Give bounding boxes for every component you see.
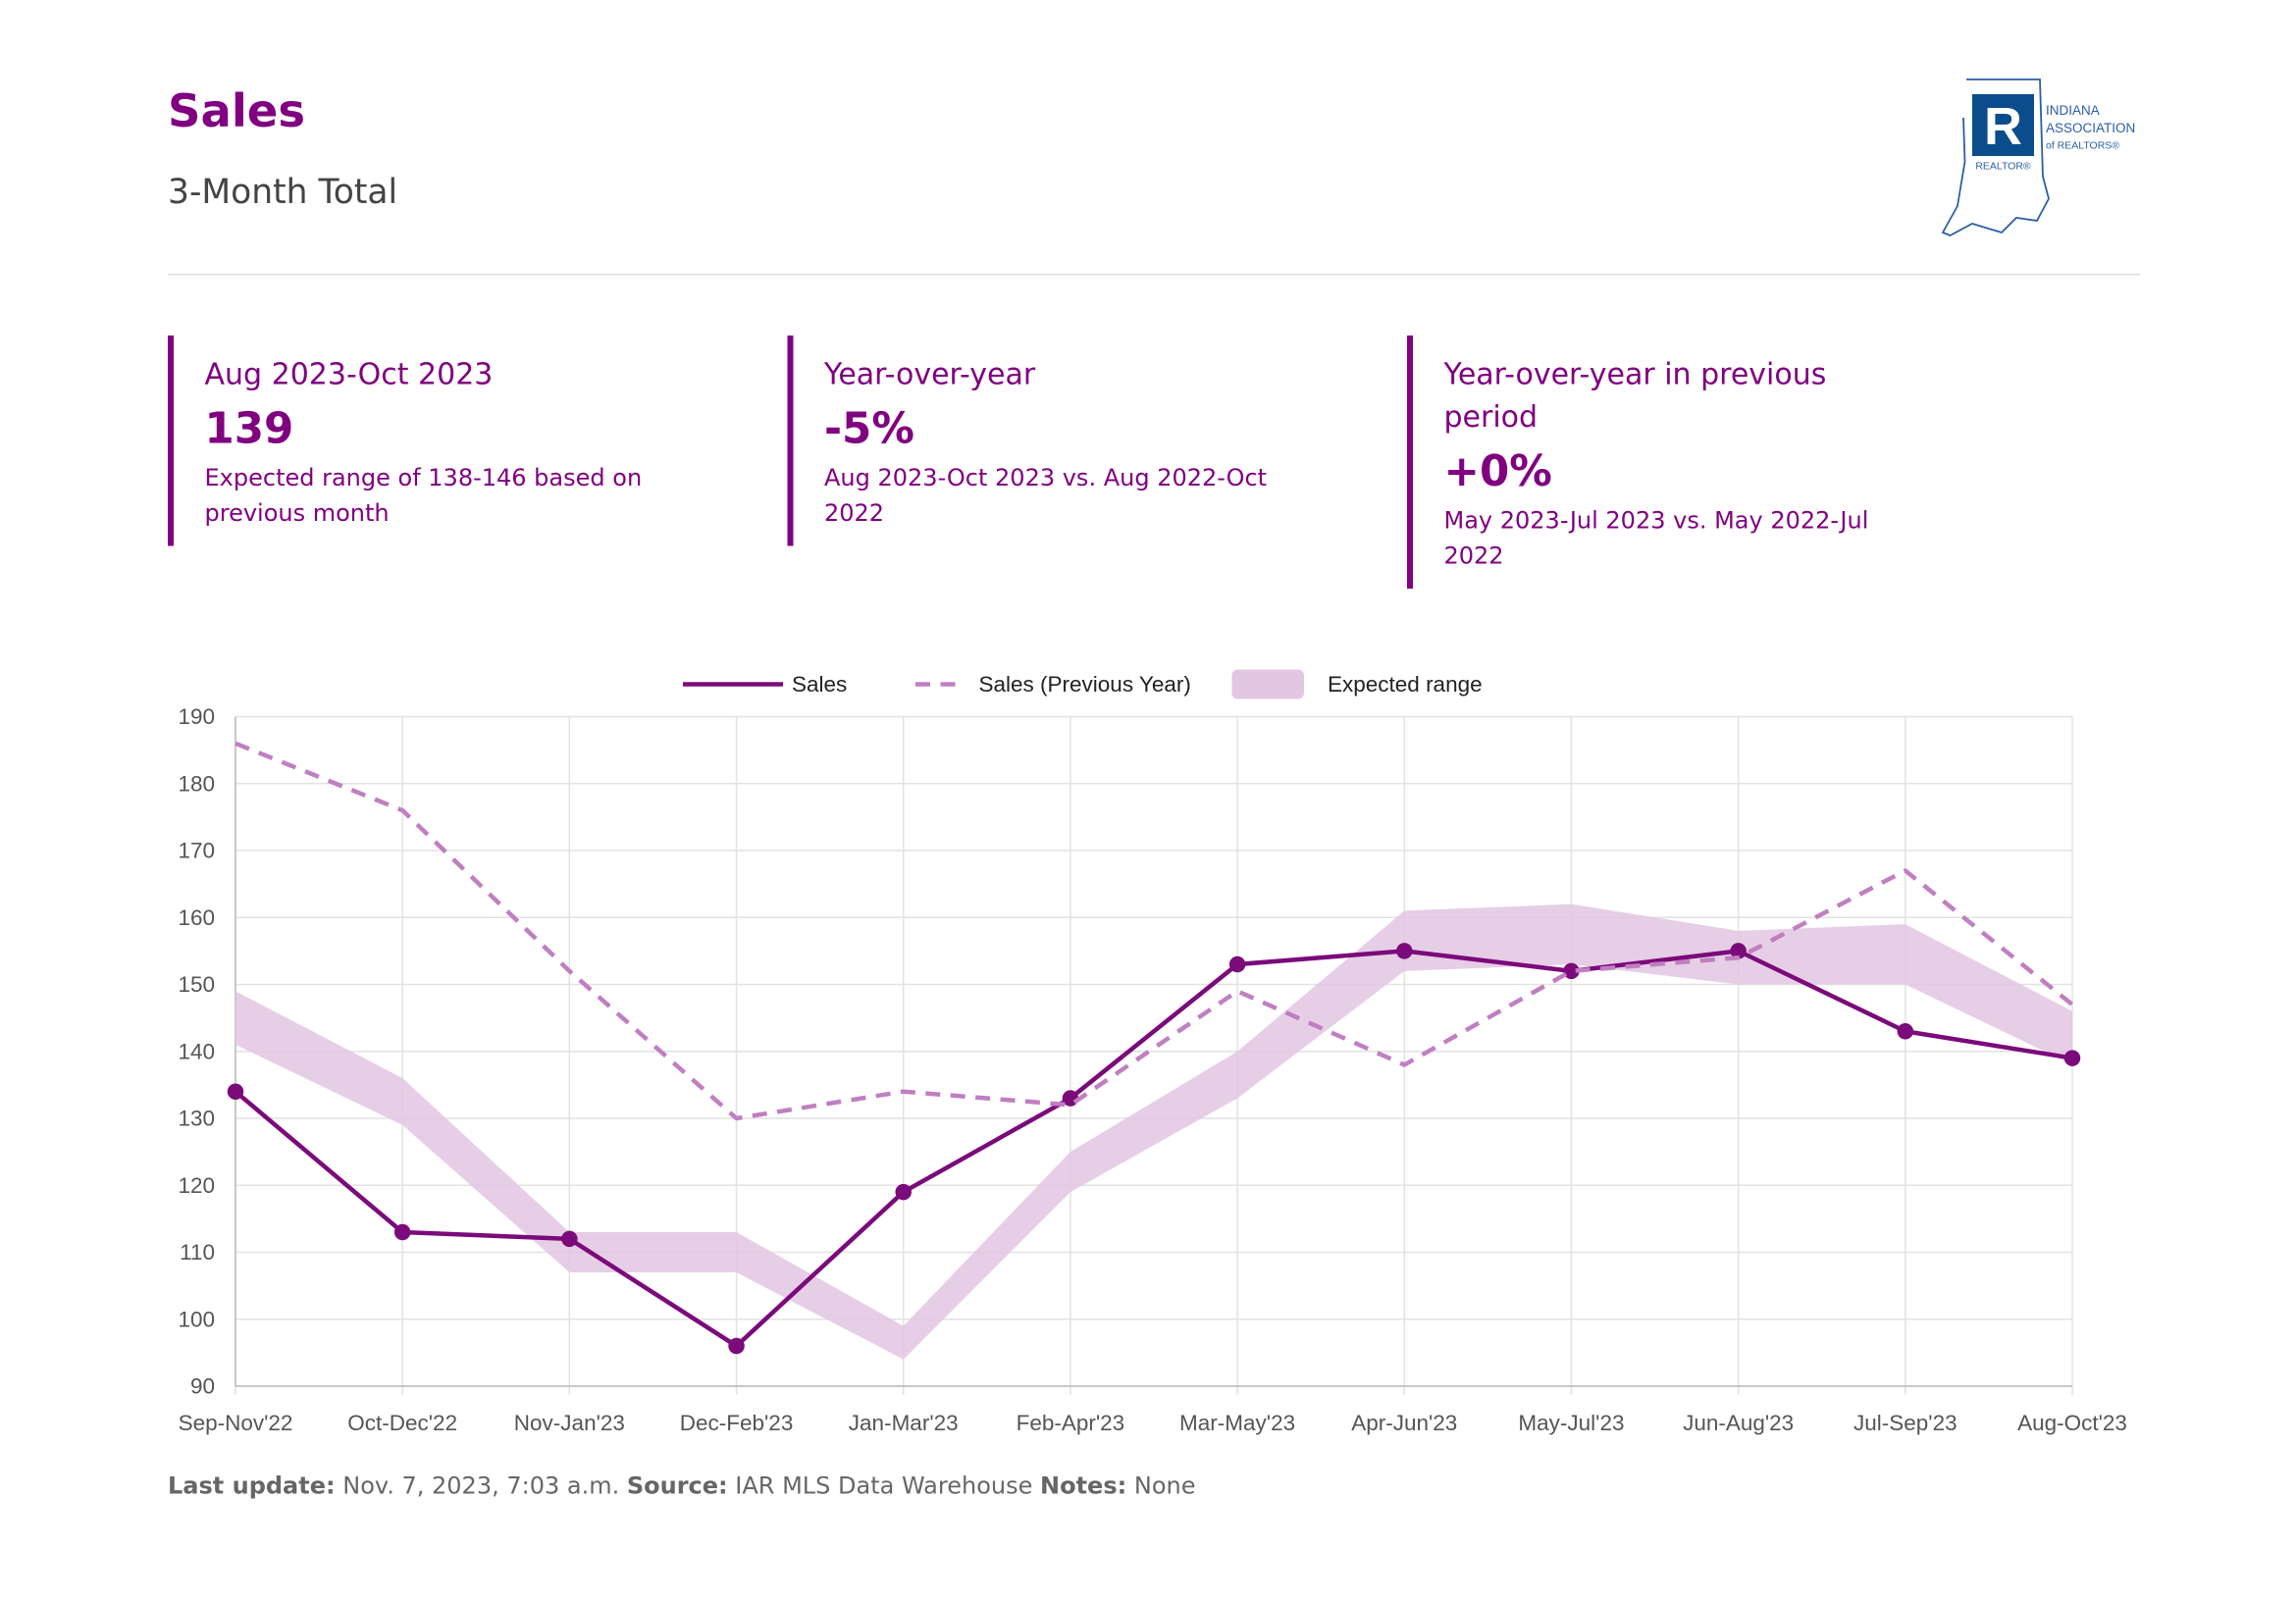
y-tick-label: 120 xyxy=(178,1173,215,1198)
footer-text: IAR MLS Data Warehouse xyxy=(735,1472,1033,1500)
stat-label: Year-over-year xyxy=(824,356,1036,391)
logo-badge: REALTOR® xyxy=(1975,161,2031,173)
y-tick-label: 150 xyxy=(178,972,215,997)
stat-card: Year-over-year in previous period +0% Ma… xyxy=(1407,336,1901,589)
stat-card: Aug 2023-Oct 2023 139 Expected range of … xyxy=(168,336,661,546)
x-tick-label: Jun-Aug'23 xyxy=(1683,1411,1794,1435)
x-tick-label: Apr-Jun'23 xyxy=(1351,1411,1457,1435)
stat-value: 139 xyxy=(204,403,294,453)
legend-label: Expected range xyxy=(1328,672,1483,697)
footer-text: Nov. 7, 2023, 7:03 a.m. xyxy=(342,1472,620,1500)
logo: R REALTOR® INDIANA ASSOCIATION of REALTO… xyxy=(1941,78,2135,236)
stat-note: Expected range of 138-146 based on previ… xyxy=(204,463,643,528)
x-tick-label: Jan-Mar'23 xyxy=(849,1411,959,1435)
footer-label: Last update: xyxy=(168,1472,336,1500)
footer-label: Source: xyxy=(626,1472,728,1500)
y-tick-label: 110 xyxy=(180,1240,215,1265)
subtitle: 3-Month Total xyxy=(168,174,398,212)
title: Sales xyxy=(168,85,306,138)
stat-card: Year-over-year -5% Aug 2023-Oct 2023 vs.… xyxy=(787,336,1281,546)
x-tick-label: Nov-Jan'23 xyxy=(514,1411,625,1435)
stat-value: -5% xyxy=(824,403,914,453)
y-tick-label: 140 xyxy=(178,1039,215,1063)
x-tick-label: Sep-Nov'22 xyxy=(179,1411,293,1435)
logo-text: of REALTORS® xyxy=(2046,140,2119,152)
y-tick-label: 100 xyxy=(178,1307,215,1331)
sales-point xyxy=(728,1337,745,1355)
legend-label: Sales (Previous Year) xyxy=(979,672,1191,697)
logo-text: ASSOCIATION xyxy=(2046,121,2135,135)
legend-swatch xyxy=(1231,669,1304,699)
sales-point xyxy=(895,1183,912,1201)
legend-label: Sales xyxy=(792,672,847,697)
x-tick-label: Oct-Dec'22 xyxy=(347,1411,457,1435)
stat-label: Aug 2023-Oct 2023 xyxy=(204,356,494,391)
logo-text: INDIANA xyxy=(2046,103,2100,118)
svg-text:R: R xyxy=(1984,97,2022,156)
y-tick-label: 190 xyxy=(178,704,215,729)
x-tick-label: Aug-Oct'23 xyxy=(2017,1411,2127,1435)
y-tick-label: 130 xyxy=(178,1107,215,1131)
y-tick-label: 160 xyxy=(178,905,215,930)
stat-value: +0% xyxy=(1443,445,1552,496)
sales-line xyxy=(234,949,2073,1349)
x-tick-label: Feb-Apr'23 xyxy=(1017,1411,1125,1435)
sales-point xyxy=(1396,943,1413,959)
x-tick-label: Jul-Sep'23 xyxy=(1853,1411,1957,1435)
sales-point xyxy=(393,1223,411,1241)
x-tick-label: Mar-May'23 xyxy=(1179,1411,1295,1435)
y-tick-label: 90 xyxy=(190,1374,215,1399)
footer: Last update: Nov. 7, 2023, 7:03 a.m. Sou… xyxy=(168,1472,1195,1500)
sales-point xyxy=(561,1230,578,1248)
x-tick-label: May-Jul'23 xyxy=(1518,1411,1624,1435)
footer-label: Notes: xyxy=(1040,1472,1127,1500)
y-tick-label: 170 xyxy=(178,839,215,863)
expected-range xyxy=(235,904,2072,1360)
sales-point xyxy=(1563,962,1580,980)
stat-note: Aug 2023-Oct 2023 vs. Aug 2022-Oct 2022 xyxy=(824,463,1268,528)
divider xyxy=(168,274,2140,276)
sales-point xyxy=(1730,943,1747,959)
y-tick-label: 180 xyxy=(178,771,215,796)
sales-point xyxy=(2063,1050,2081,1066)
sales-point xyxy=(1228,955,1246,973)
sales-point xyxy=(227,1083,244,1100)
stat-label: Year-over-year in previous period xyxy=(1443,356,1827,435)
stat-note: May 2023-Jul 2023 vs. May 2022-Jul 2022 xyxy=(1443,506,1869,570)
sales-point xyxy=(1897,1023,1914,1040)
x-tick-label: Dec-Feb'23 xyxy=(680,1411,794,1435)
footer-text: None xyxy=(1133,1472,1196,1500)
